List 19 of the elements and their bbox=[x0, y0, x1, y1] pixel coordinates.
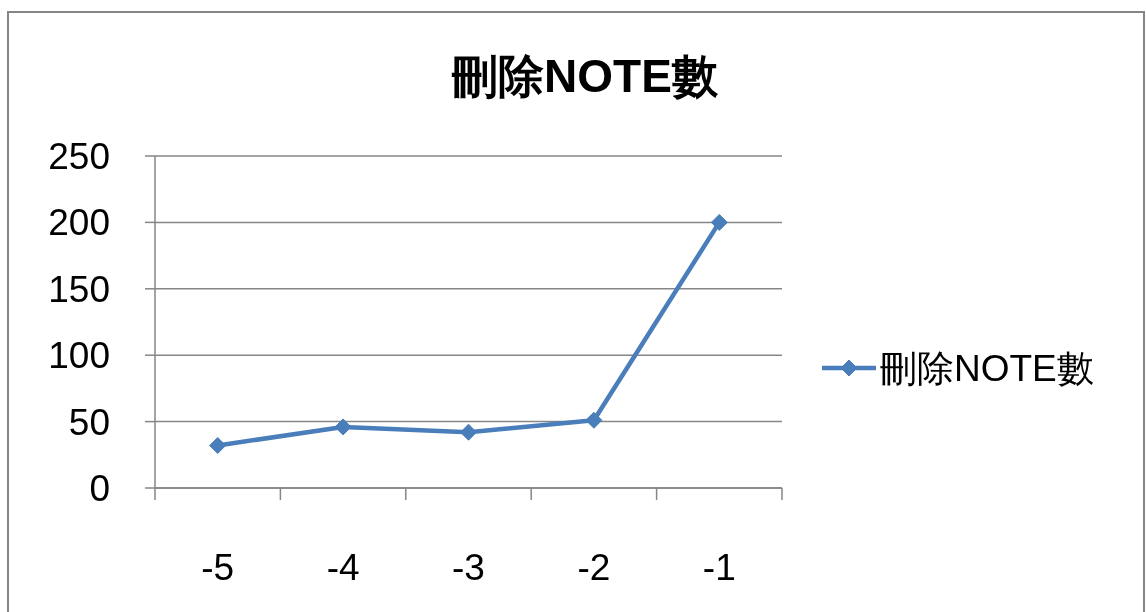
point bbox=[585, 411, 603, 429]
x-tick-label: -5 bbox=[201, 547, 235, 588]
legend: 刪除NOTE數 bbox=[822, 348, 1094, 389]
x-tick-label: -4 bbox=[326, 547, 360, 588]
point bbox=[710, 213, 728, 231]
point bbox=[460, 423, 477, 441]
x-tick-label: -2 bbox=[577, 547, 611, 588]
y-tick-label: 150 bbox=[48, 268, 110, 310]
y-tick-label: 250 bbox=[48, 136, 110, 177]
legend-label: 刪除NOTE數 bbox=[880, 348, 1094, 389]
x-tick-label: -3 bbox=[452, 547, 485, 588]
point bbox=[209, 437, 227, 454]
point bbox=[334, 418, 352, 436]
y-tick-label: 100 bbox=[48, 335, 110, 377]
x-tick-label: -1 bbox=[702, 547, 736, 588]
chart-title: 刪除NOTE數 bbox=[451, 50, 719, 102]
y-tick-label: 200 bbox=[48, 202, 110, 244]
y-tick-label: 50 bbox=[68, 401, 110, 443]
y-tick-label: 0 bbox=[89, 468, 110, 509]
